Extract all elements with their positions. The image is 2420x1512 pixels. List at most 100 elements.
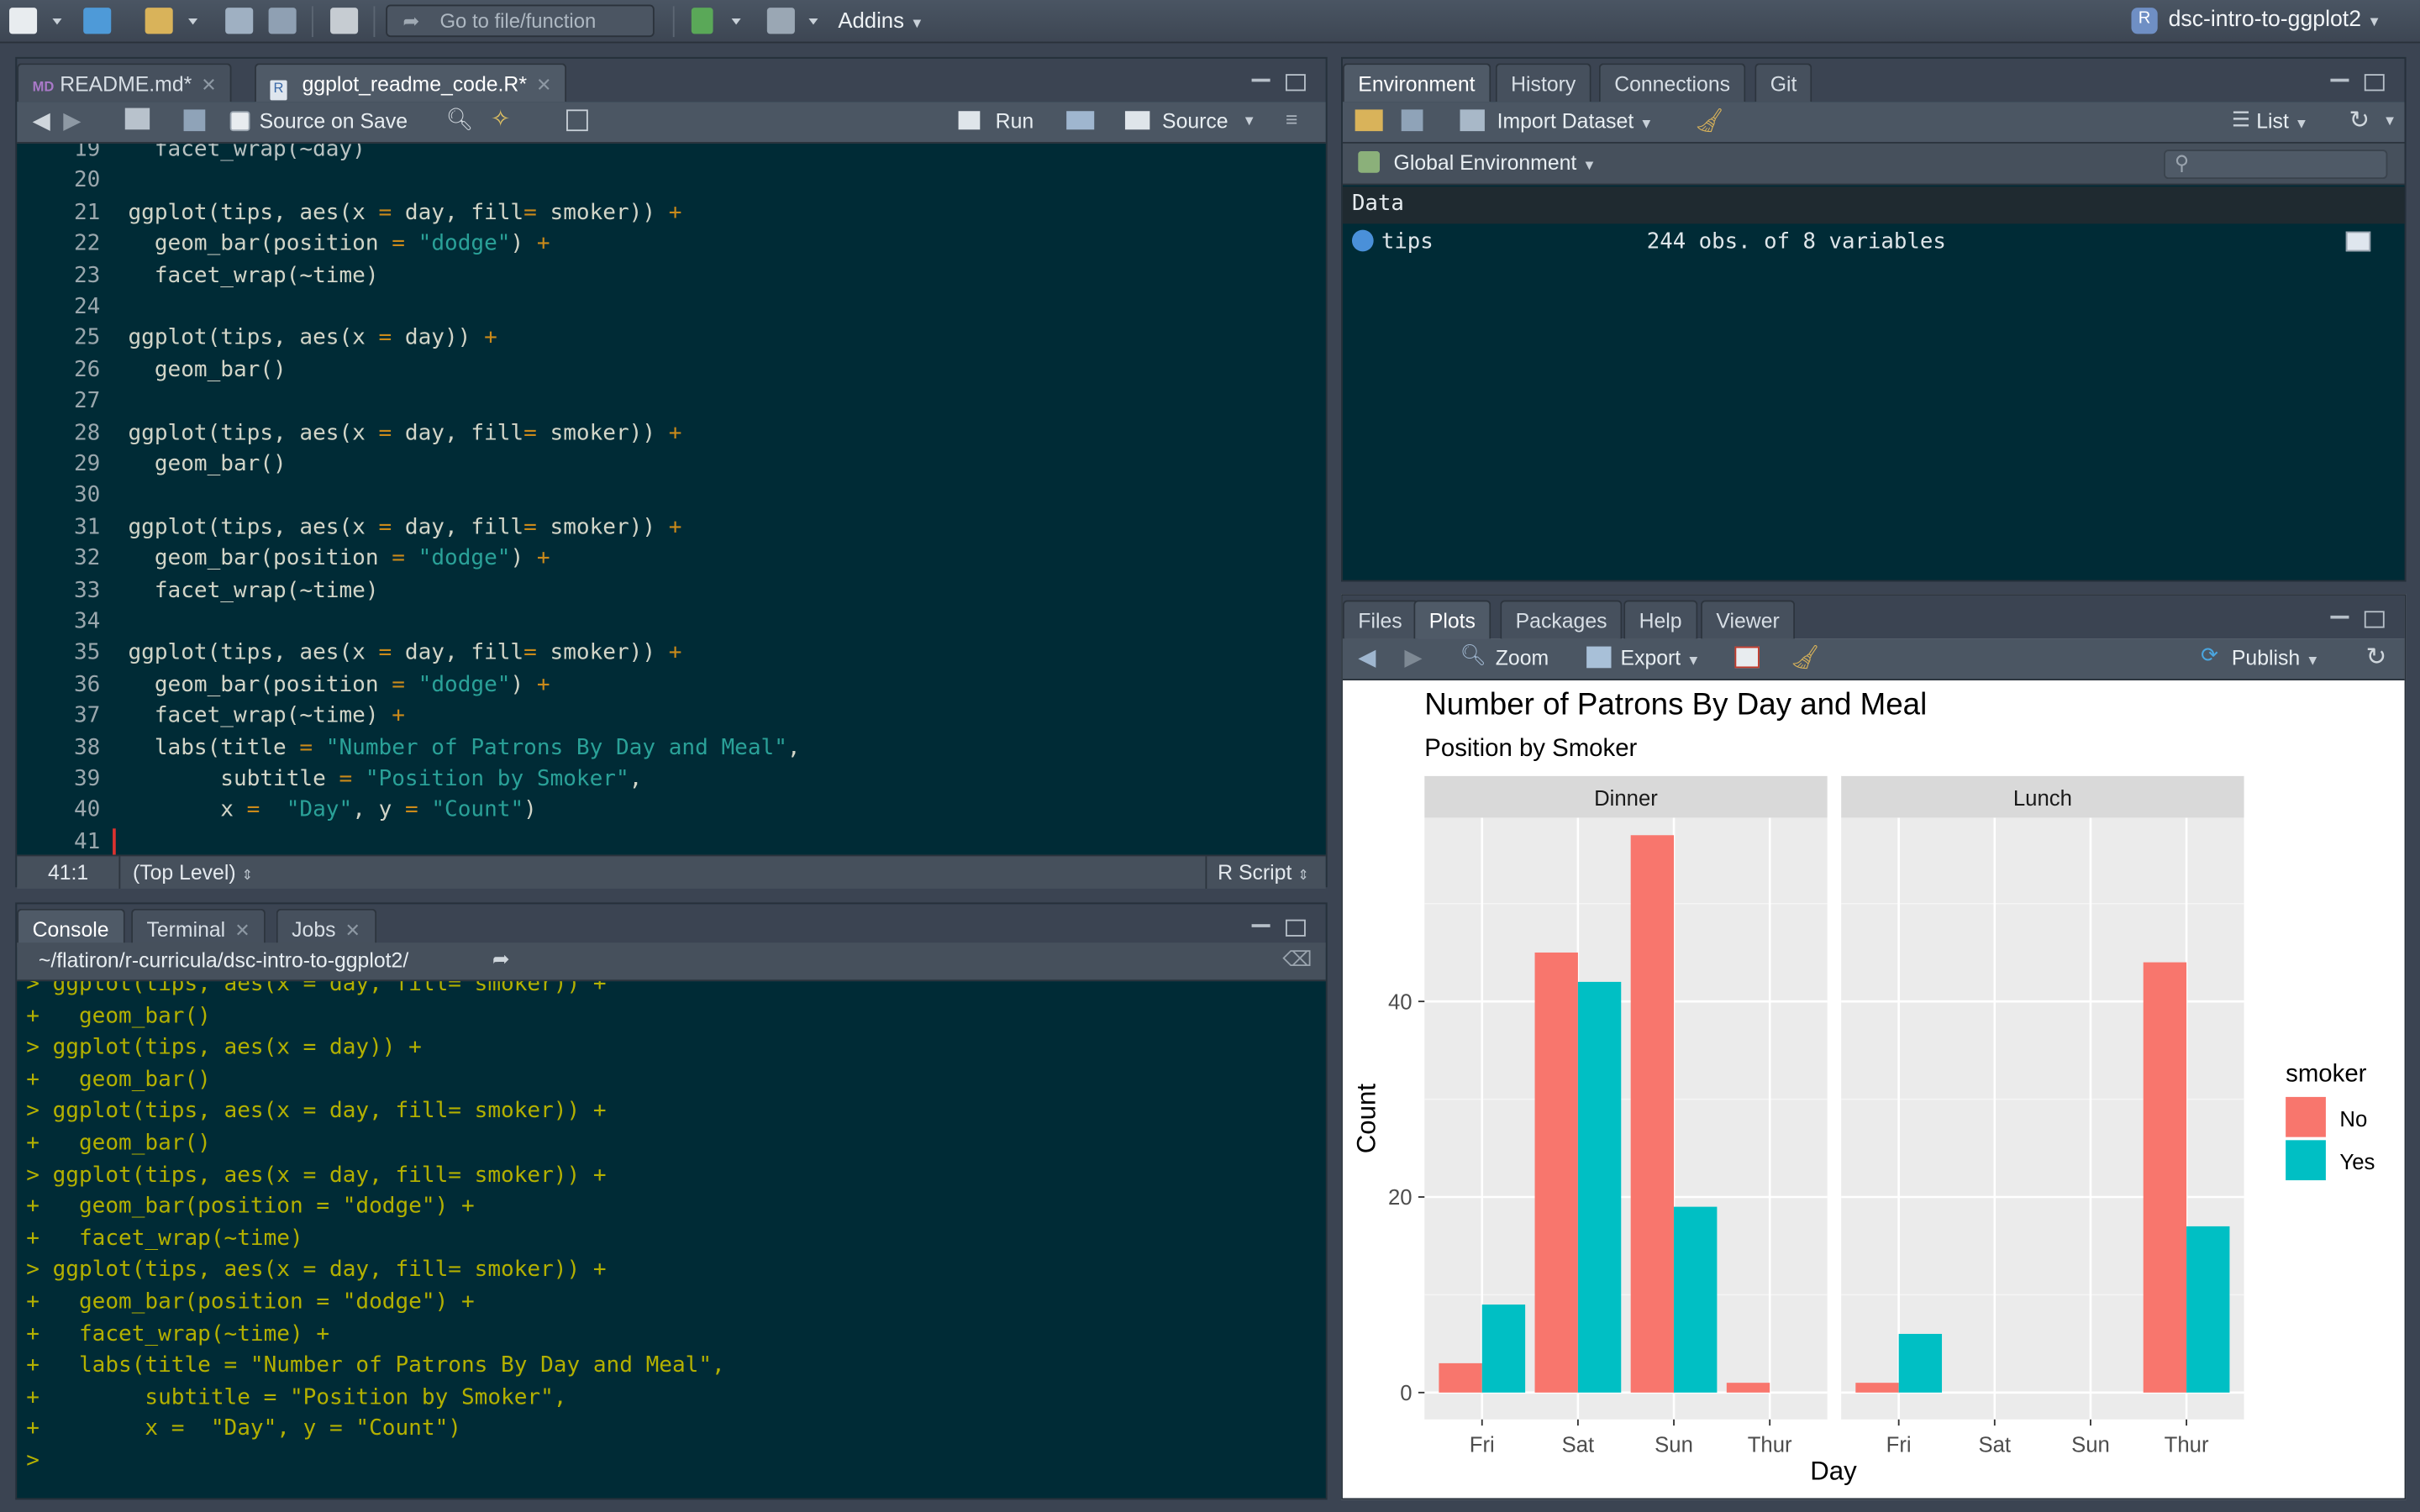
code-line[interactable]: 27 (17, 386, 128, 417)
back-arrow-icon[interactable]: ◀ (32, 108, 50, 134)
remove-plot-icon[interactable] (1734, 646, 1760, 669)
maximize-icon[interactable] (1285, 919, 1306, 937)
save-icon[interactable] (1401, 109, 1423, 132)
view-data-icon[interactable] (2345, 231, 2371, 252)
chevron-down-icon[interactable] (731, 18, 741, 25)
import-dataset-button[interactable]: Import Dataset ▼ (1497, 109, 1654, 133)
minimize-icon[interactable] (1251, 77, 1270, 82)
close-icon[interactable]: ✕ (234, 919, 250, 942)
show-in-window-icon[interactable] (124, 108, 150, 130)
git-icon[interactable] (691, 8, 713, 34)
code-line[interactable]: 21 ggplot(tips, aes(x = day, fill= smoker… (17, 197, 681, 228)
open-folder-icon[interactable] (145, 8, 173, 34)
pane-layout-icon[interactable] (766, 8, 795, 34)
tab-help[interactable]: Help (1623, 600, 1697, 639)
tab-connections[interactable]: Connections (1598, 63, 1746, 102)
tab-git[interactable]: Git (1754, 63, 1812, 102)
code-line[interactable]: 29 geom_bar() (17, 449, 287, 480)
code-line[interactable]: 26 geom_bar() (17, 354, 287, 386)
open-folder-icon[interactable] (1355, 109, 1383, 132)
refresh-icon[interactable]: ↻ (2349, 108, 2370, 134)
maximize-icon[interactable] (2364, 74, 2385, 92)
environment-row[interactable]: tips 244 obs. of 8 variables (1343, 225, 2405, 259)
tab-files[interactable]: Files (1342, 600, 1418, 639)
close-icon[interactable]: ✕ (345, 919, 361, 942)
code-line[interactable]: 30 (17, 480, 128, 512)
tab-viewer[interactable]: Viewer (1701, 600, 1796, 639)
broom-icon[interactable]: 🧹︎ (1694, 108, 1724, 134)
zoom-button[interactable]: Zoom (1495, 646, 1549, 670)
magic-wand-icon[interactable]: ✧ (491, 106, 511, 133)
source-on-save-checkbox[interactable] (229, 111, 250, 132)
code-line[interactable]: 38 labs(title = "Number of Patrons By Da… (17, 732, 801, 764)
go-to-directory-icon[interactable]: ➦ (492, 947, 510, 971)
forward-arrow-icon[interactable]: ▶ (1404, 644, 1423, 671)
export-button[interactable]: Export ▼ (1620, 646, 1701, 670)
scope-select[interactable]: Global Environment ▼ (1393, 150, 1597, 175)
code-line[interactable]: 37 facet_wrap(~time) + (17, 701, 405, 732)
tab-ggplot-readme-code[interactable]: R ggplot_readme_code.R* ✕ (255, 63, 567, 102)
goto-file-input[interactable]: ➦ Go to file/function (386, 4, 655, 38)
tab-terminal[interactable]: Terminal ✕ (131, 908, 266, 948)
code-line[interactable]: 20 (17, 165, 128, 197)
file-type-selector[interactable]: R Script ⇕ (1218, 860, 1310, 885)
save-all-icon[interactable] (268, 8, 297, 34)
code-line[interactable]: 25 ggplot(tips, aes(x = day)) + (17, 323, 497, 354)
tab-plots[interactable]: Plots (1413, 600, 1491, 639)
source-button[interactable]: Source (1162, 109, 1228, 133)
code-line[interactable]: 23 facet_wrap(~time) (17, 260, 379, 291)
search-icon[interactable]: 🔍︎ (445, 106, 474, 132)
addins-menu[interactable]: Addins ▼ (838, 8, 924, 33)
compile-report-icon[interactable] (566, 109, 588, 132)
save-icon[interactable] (183, 109, 206, 132)
chevron-down-icon[interactable]: ▼ (1242, 113, 1256, 129)
code-line[interactable]: 32 geom_bar(position = "dodge") + (17, 543, 550, 575)
code-line[interactable]: 40 x = "Day", y = "Count") (17, 795, 537, 827)
code-line[interactable]: 19 facet_wrap(~day) (17, 144, 366, 165)
code-line[interactable]: 33 facet_wrap(~time) (17, 575, 379, 606)
tab-jobs[interactable]: Jobs ✕ (276, 908, 376, 948)
code-line[interactable]: 36 geom_bar(position = "dodge") + (17, 669, 550, 701)
tab-environment[interactable]: Environment (1342, 63, 1491, 102)
console-output[interactable]: > ggplot(tips, aes(x = day, fill= smoker… (17, 981, 1326, 1498)
code-line[interactable]: 41 (17, 827, 128, 854)
chevron-down-icon[interactable] (808, 18, 818, 25)
code-line[interactable]: 34 (17, 606, 128, 638)
back-arrow-icon[interactable]: ◀ (1358, 644, 1376, 671)
publish-button[interactable]: Publish ▼ (2231, 646, 2320, 670)
environment-search-input[interactable]: ⚲ (2164, 150, 2388, 180)
rerun-icon[interactable] (1066, 111, 1095, 130)
view-mode-select[interactable]: List ▼ (2256, 109, 2309, 133)
project-menu[interactable]: dsc-intro-to-ggplot2 ▼ (2168, 8, 2381, 33)
tab-history[interactable]: History (1495, 63, 1591, 102)
run-button[interactable]: Run (995, 109, 1034, 133)
new-file-icon[interactable] (9, 8, 38, 34)
expand-icon[interactable] (1351, 229, 1374, 252)
refresh-icon[interactable]: ↻ (2365, 644, 2387, 671)
maximize-icon[interactable] (1285, 74, 1306, 92)
minimize-icon[interactable] (2330, 614, 2349, 619)
chevron-down-icon[interactable] (188, 18, 198, 25)
code-line[interactable]: 39 subtitle = "Position by Smoker", (17, 764, 642, 795)
code-line[interactable]: 31 ggplot(tips, aes(x = day, fill= smoker… (17, 512, 681, 543)
chevron-down-icon[interactable]: ▼ (2382, 113, 2397, 129)
code-line[interactable]: 35 ggplot(tips, aes(x = day, fill= smoker… (17, 638, 681, 669)
broom-icon[interactable]: 🧹︎ (1790, 644, 1820, 671)
code-editor[interactable]: 19 facet_wrap(~day) 20 21 ggplot(tips, aes(… (17, 144, 1326, 855)
print-icon[interactable] (330, 8, 359, 34)
forward-arrow-icon[interactable]: ▶ (63, 108, 82, 134)
minimize-icon[interactable] (1251, 922, 1270, 927)
tab-readme[interactable]: MD README.md* ✕ (17, 63, 233, 102)
save-icon[interactable] (225, 8, 254, 34)
tab-console[interactable]: Console (17, 908, 124, 948)
close-icon[interactable]: ✕ (536, 74, 552, 96)
code-line[interactable]: 22 geom_bar(position = "dodge") + (17, 228, 550, 260)
clear-console-icon[interactable]: ⌫ (1282, 947, 1313, 971)
chevron-down-icon[interactable] (52, 18, 62, 25)
code-line[interactable]: 24 (17, 291, 128, 323)
code-line[interactable]: 28 ggplot(tips, aes(x = day, fill= smoker… (17, 417, 681, 449)
minimize-icon[interactable] (2330, 77, 2349, 82)
scope-selector[interactable]: (Top Level) ⇕ (132, 860, 254, 885)
tab-packages[interactable]: Packages (1500, 600, 1623, 639)
outline-icon[interactable]: ≡ (1285, 108, 1298, 132)
